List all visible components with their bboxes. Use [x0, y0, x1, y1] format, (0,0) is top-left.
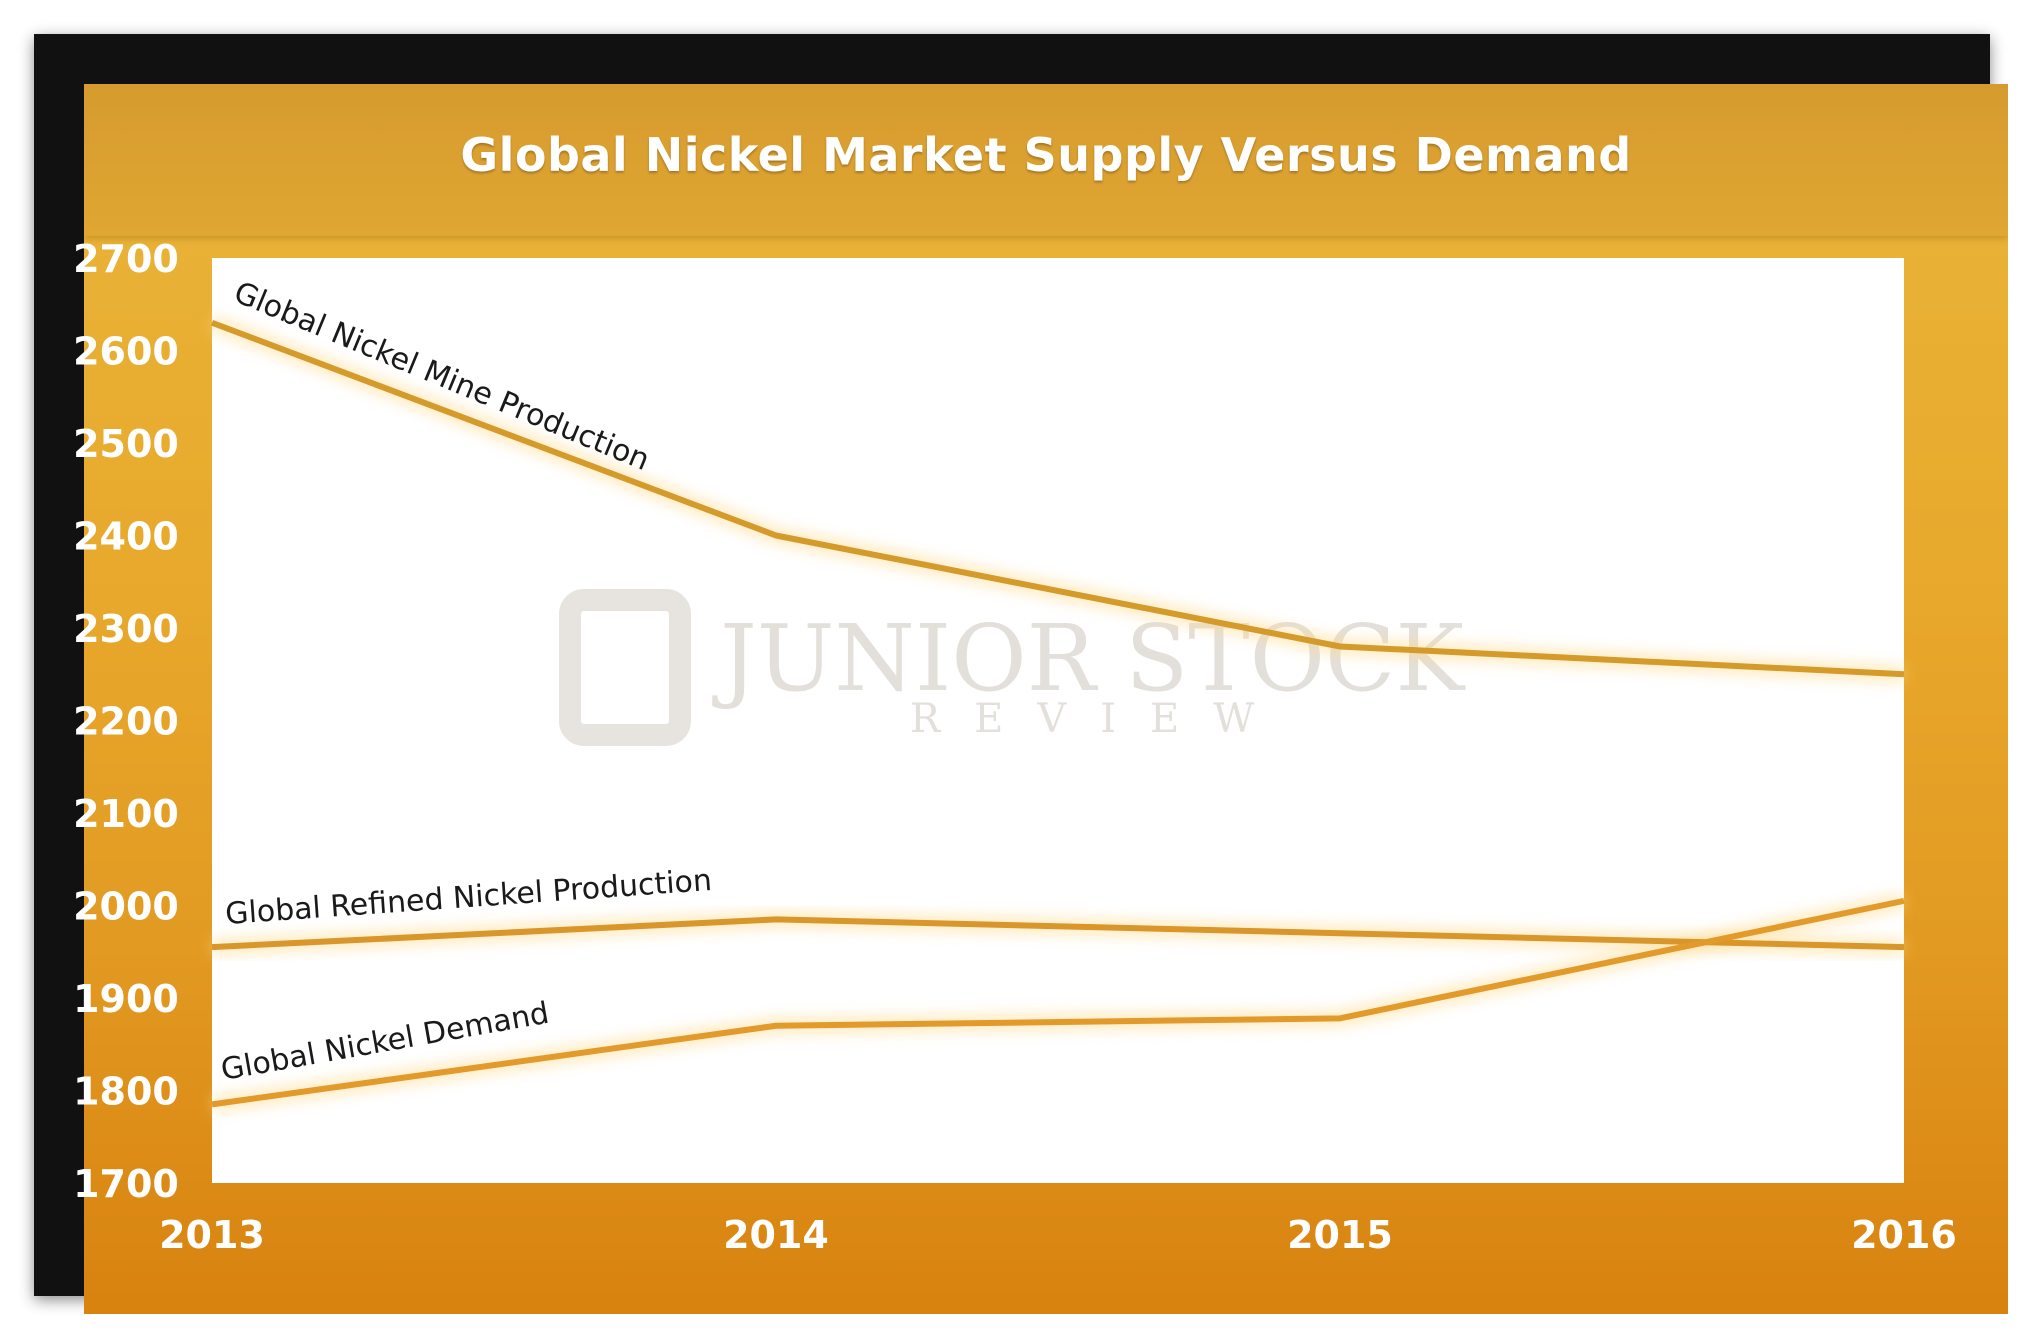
series-line [211, 916, 1905, 951]
y-tick-label: 2500 [73, 422, 179, 466]
y-tick-label: 2700 [73, 237, 179, 281]
watermark-main-text: JUNIOR STOCK [712, 605, 1466, 712]
y-tick-label: 2600 [73, 330, 179, 374]
y-tick-label: 2400 [73, 515, 179, 559]
series-line [210, 319, 1905, 678]
watermark-sub-text: REVIEW [910, 696, 1288, 742]
watermark-logo: JUNIOR STOCK REVIEW [559, 589, 1466, 746]
y-tick-label: 1800 [73, 1070, 179, 1114]
y-tick-label: 2300 [73, 607, 179, 651]
chart-title: Global Nickel Market Supply Versus Deman… [460, 128, 1632, 182]
watermark-box-icon [559, 589, 691, 746]
y-tick-label: 2100 [73, 792, 179, 836]
y-tick-label: 2200 [73, 700, 179, 744]
title-band [84, 84, 2008, 236]
x-tick-label: 2016 [1851, 1213, 1957, 1257]
y-tick-label: 2000 [73, 885, 179, 929]
y-tick-label: 1900 [73, 977, 179, 1021]
series-line [211, 897, 1905, 1108]
x-tick-label: 2013 [159, 1213, 265, 1257]
x-tick-label: 2014 [723, 1213, 829, 1257]
y-tick-label: 1700 [73, 1162, 179, 1206]
x-tick-label: 2015 [1287, 1213, 1393, 1257]
